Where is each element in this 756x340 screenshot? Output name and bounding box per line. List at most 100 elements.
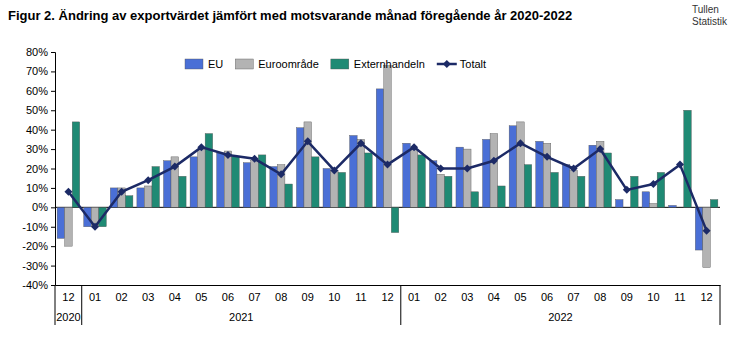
y-tick-label: -10%	[22, 221, 48, 233]
y-tick-mark	[51, 110, 55, 111]
line-marker	[649, 180, 657, 188]
bar	[331, 170, 339, 207]
x-tick-label: 07	[248, 291, 260, 303]
bar	[669, 205, 677, 207]
y-tick-label: -40%	[22, 279, 48, 291]
bar	[384, 66, 392, 208]
x-tick: 09	[302, 285, 314, 303]
y-tick-label: 20%	[26, 163, 48, 175]
y-tick: -10%	[22, 221, 55, 233]
line-marker	[623, 186, 631, 194]
bar	[577, 176, 585, 207]
x-tick-label: 06	[541, 291, 553, 303]
bar	[509, 126, 517, 208]
x-tick: 09	[621, 285, 633, 303]
y-tick: -20%	[22, 240, 55, 252]
line-marker	[676, 161, 684, 169]
y-tick: 70%	[26, 65, 55, 77]
bar	[251, 161, 259, 208]
x-tick-label: 09	[621, 291, 633, 303]
x-tick-label: 03	[142, 291, 154, 303]
x-tick: 12	[62, 285, 74, 303]
y-tick: 60%	[26, 85, 55, 97]
line-marker	[596, 145, 604, 153]
bar	[144, 186, 152, 207]
bar	[118, 188, 126, 207]
marks	[57, 66, 718, 268]
line-marker	[543, 153, 551, 161]
line-marker	[64, 188, 72, 196]
source-text: Tullen	[692, 4, 719, 15]
y-tick-label: 0%	[32, 201, 48, 213]
y-tick-mark	[51, 169, 55, 170]
y-tick-mark	[51, 149, 55, 150]
bar	[551, 172, 559, 207]
x-tick: 11	[674, 285, 685, 303]
line-marker	[197, 143, 205, 151]
x-axis: 1201020304050607080910111201020304050607…	[56, 285, 721, 303]
x-tick-label: 04	[488, 291, 500, 303]
group-separator	[720, 285, 721, 325]
bar	[285, 184, 293, 207]
line-marker	[118, 188, 126, 196]
x-tick: 04	[488, 285, 500, 303]
legend-item: Externhandeln	[331, 58, 425, 70]
line-marker	[304, 137, 312, 145]
bar	[543, 143, 551, 207]
x-tick: 06	[222, 285, 234, 303]
x-tick: 11	[355, 285, 366, 303]
bar	[217, 153, 225, 207]
bar	[224, 151, 232, 207]
bar	[338, 172, 346, 207]
bar	[205, 134, 213, 208]
x-tick: 12	[381, 285, 393, 303]
x-tick: 12	[700, 285, 712, 303]
bar	[616, 200, 624, 208]
y-tick-label: 50%	[26, 104, 48, 116]
y-tick: -40%	[22, 279, 55, 291]
x-tick: 01	[89, 285, 101, 303]
bar	[65, 207, 73, 246]
bar-series	[65, 66, 711, 268]
x-tick-label: 03	[461, 291, 473, 303]
line-marker	[516, 139, 524, 147]
y-tick-mark	[51, 266, 55, 267]
y-tick-mark	[51, 71, 55, 72]
bar	[152, 167, 160, 208]
x-tick-label: 07	[568, 291, 580, 303]
y-tick-mark	[51, 91, 55, 92]
y-tick: -30%	[22, 260, 55, 272]
y-tick-label: -30%	[22, 260, 48, 272]
y-tick-mark	[51, 285, 55, 286]
line-marker	[490, 157, 498, 165]
y-tick: 20%	[26, 163, 55, 175]
x-tick: 04	[169, 285, 181, 303]
group-label: 2022	[548, 311, 572, 323]
x-tick: 07	[248, 285, 260, 303]
bar	[391, 207, 399, 232]
line-marker	[144, 176, 152, 184]
x-tick: 10	[328, 285, 340, 303]
x-tick-label: 05	[514, 291, 526, 303]
bar	[623, 207, 631, 208]
bar	[464, 149, 472, 207]
x-tick-label: 05	[195, 291, 207, 303]
legend-label: Euroområde	[258, 58, 319, 70]
plot: -40%-30%-20%-10%0%10%20%30%40%50%60%70%8…	[22, 46, 720, 325]
x-tick: 07	[568, 285, 580, 303]
line-marker	[703, 227, 711, 235]
bar	[350, 135, 358, 207]
group-separator	[81, 285, 82, 325]
bar	[323, 169, 331, 208]
bar	[198, 149, 206, 207]
x-tick: 08	[594, 285, 606, 303]
legend-item: Euroområde	[235, 58, 319, 70]
bar	[498, 186, 506, 207]
x-tick: 08	[275, 285, 287, 303]
bar	[365, 153, 373, 207]
x-tick-label: 12	[62, 291, 74, 303]
y-tick-label: 80%	[26, 46, 48, 58]
bar	[72, 122, 80, 207]
y-tick-mark	[51, 207, 55, 208]
x-tick-label: 10	[328, 291, 340, 303]
